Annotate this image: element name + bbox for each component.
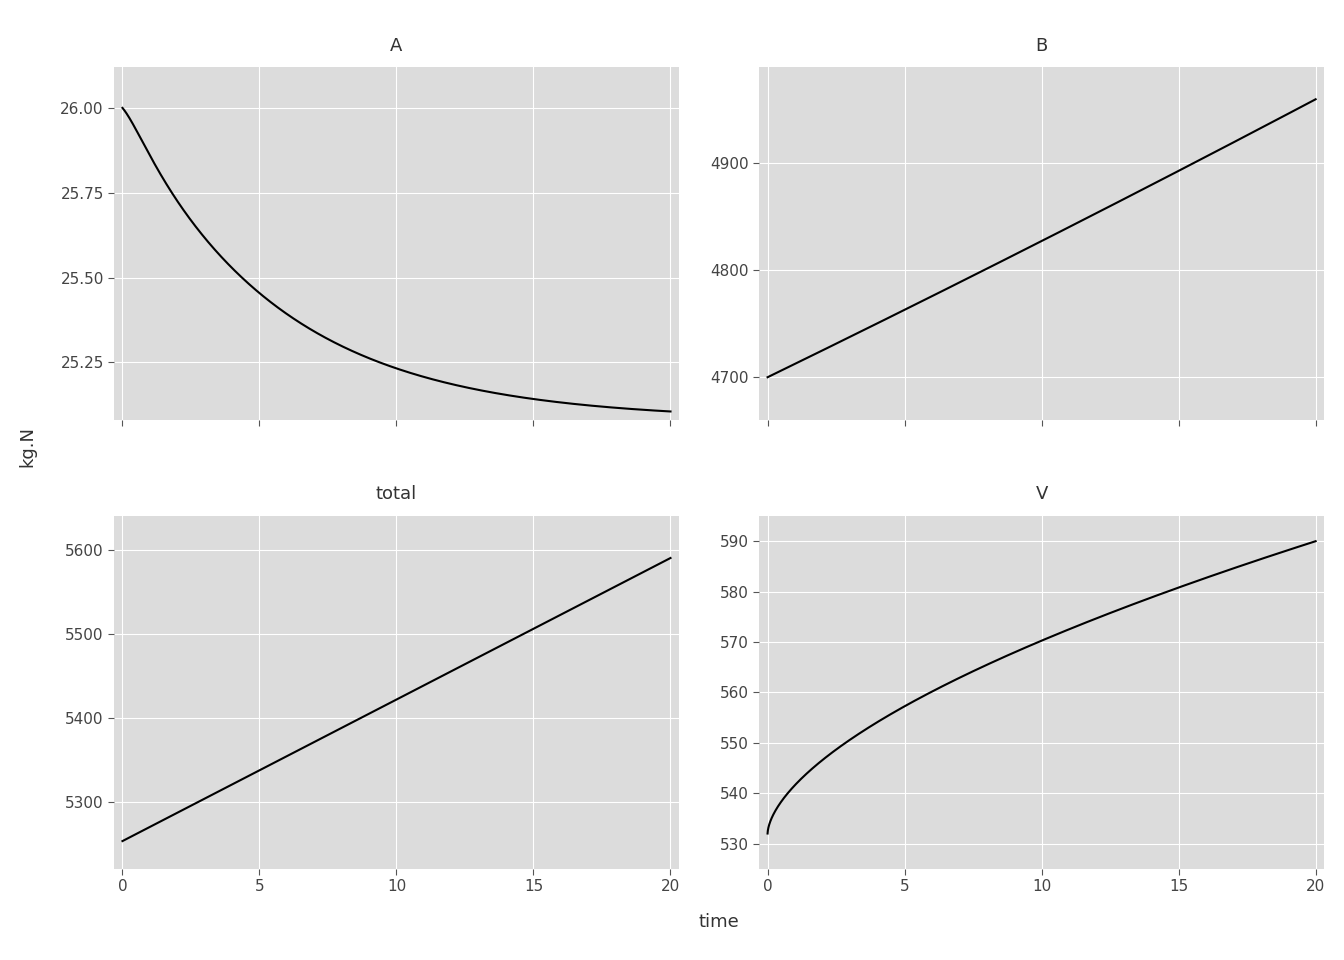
Text: total: total <box>376 486 417 503</box>
Text: V: V <box>1035 486 1048 503</box>
Text: time: time <box>699 913 739 930</box>
Text: A: A <box>390 36 403 55</box>
Text: kg.N: kg.N <box>17 426 36 467</box>
Text: B: B <box>1035 36 1048 55</box>
